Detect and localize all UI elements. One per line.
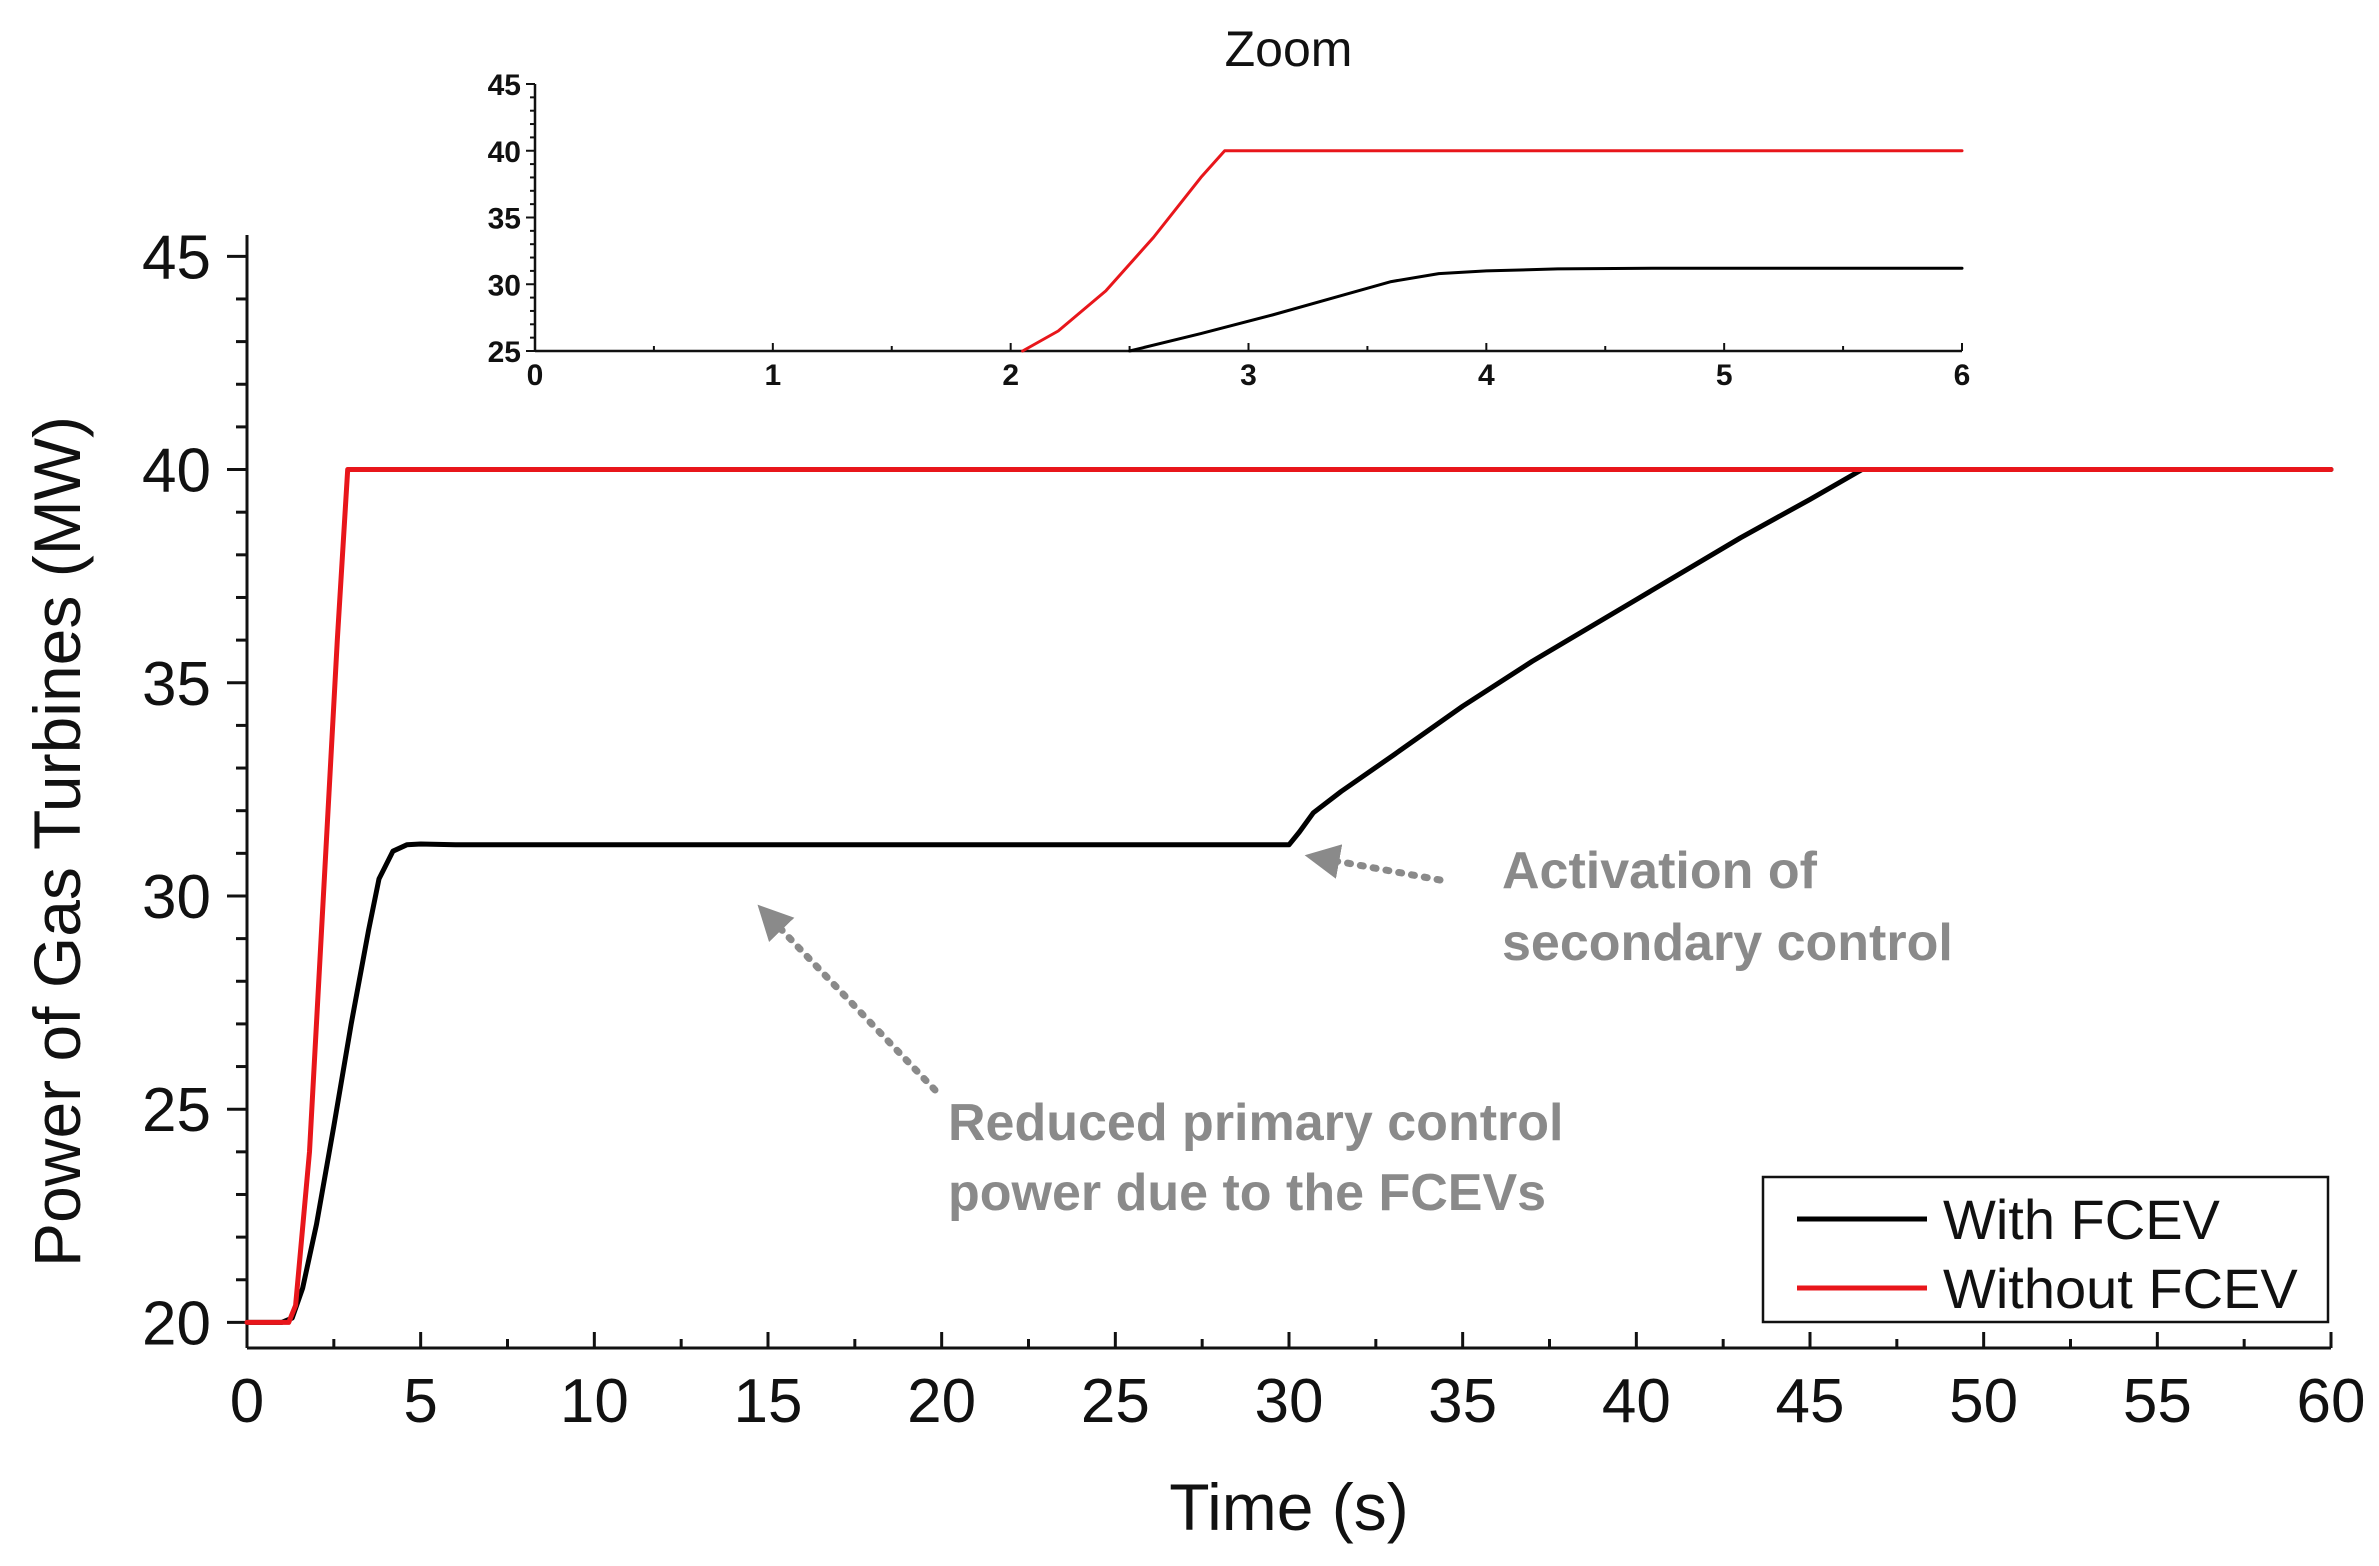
- x-tick-label: 10: [560, 1367, 629, 1436]
- series-line-without-fcev: [244, 467, 2334, 1325]
- y-tick-label: 20: [142, 1289, 211, 1358]
- x-tick-label: 5: [403, 1367, 437, 1436]
- annotation-primary-control-text: Reduced primary control: [948, 1094, 1563, 1152]
- annotation-secondary-control-text: secondary control: [1502, 914, 1953, 972]
- inset-x-tick-label: 5: [1716, 359, 1733, 392]
- annotation-secondary-control-arrow: [1304, 844, 1444, 884]
- y-tick-label: 25: [142, 1076, 211, 1145]
- legend-box: [1761, 1175, 2330, 1324]
- inset-y-tick-label: 35: [488, 203, 521, 236]
- y-tick-label: 45: [142, 223, 211, 292]
- inset-y-tick-label: 25: [488, 336, 521, 369]
- inset-y-tick-label: 30: [488, 269, 521, 302]
- inset-x-tick-label: 4: [1478, 359, 1495, 392]
- x-tick-label: 60: [2297, 1367, 2366, 1436]
- inset-x-tick-label: 6: [1954, 359, 1971, 392]
- x-tick-label: 15: [734, 1367, 803, 1436]
- y-tick-label: 40: [142, 437, 211, 506]
- inset-x-tick-label: 2: [1002, 359, 1019, 392]
- annotation-secondary-control-text: Activation of: [1502, 842, 1818, 900]
- annotation-primary-control-text: power due to the FCEVs: [948, 1164, 1546, 1222]
- x-tick-label: 30: [1255, 1367, 1324, 1436]
- inset-y-tick-label: 45: [488, 69, 521, 102]
- inset-x-tick-label: 3: [1240, 359, 1257, 392]
- inset-x-tick-label: 0: [527, 359, 544, 392]
- x-tick-label: 55: [2123, 1367, 2192, 1436]
- legend-label-without-fcev: Without FCEV: [1943, 1257, 2298, 1320]
- series-line-with-fcev: [244, 467, 2334, 1325]
- x-tick-label: 35: [1428, 1367, 1497, 1436]
- inset-title: Zoom: [1225, 21, 1353, 77]
- main-chart: 0 5 10 15 20 25 30 35 40 45 50 55 60202530354045Time…: [20, 223, 2365, 1544]
- annotation-primary-control-arrow: [757, 904, 939, 1094]
- inset-x-tick-label: 1: [764, 359, 781, 392]
- x-tick-label: 50: [1949, 1367, 2018, 1436]
- inset-series-line-with-fcev: [1128, 266, 1964, 353]
- x-tick-label: 25: [1081, 1367, 1150, 1436]
- x-tick-label: 20: [907, 1367, 976, 1436]
- x-axis-title: Time (s): [1169, 1470, 1409, 1544]
- inset-y-tick-label: 40: [488, 136, 521, 169]
- legend-label-with-fcev: With FCEV: [1943, 1188, 2221, 1251]
- y-tick-label: 30: [142, 863, 211, 932]
- x-tick-label: 40: [1602, 1367, 1671, 1436]
- inset-series-line-without-fcev: [1021, 149, 1964, 353]
- annotations: Activation of secondary control Reduced pr…: [757, 842, 1953, 1222]
- y-axis-title: Power of Gas Turbines (MW): [20, 416, 94, 1267]
- y-tick-label: 35: [142, 650, 211, 719]
- x-tick-label: 0: [230, 1367, 264, 1436]
- x-tick-label: 45: [1776, 1367, 1845, 1436]
